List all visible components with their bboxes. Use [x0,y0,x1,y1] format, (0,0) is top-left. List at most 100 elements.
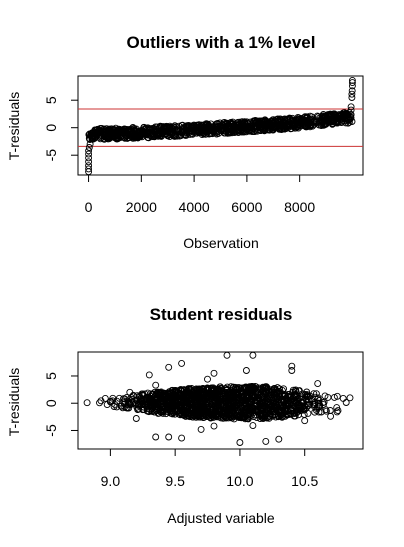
residual-point [295,114,303,122]
residual-point [133,392,141,400]
residual-point [181,407,189,415]
residual-point [170,391,178,399]
residual-point [169,387,177,395]
residual-point [85,131,93,139]
outlier-point [132,415,140,422]
residual-point [193,124,201,132]
residual-point [223,383,231,391]
residual-point [261,116,269,124]
outlier-point [85,150,93,158]
residual-point [294,124,302,132]
outlier-point [301,417,309,425]
residual-point [215,397,223,405]
residual-point [234,409,242,417]
outlier-point [327,412,335,420]
residual-point [204,386,211,394]
residual-point [263,405,271,413]
residual-point [311,408,319,416]
residual-point [139,403,147,411]
residual-point [172,386,180,394]
residual-point [183,400,191,407]
residual-point [198,392,205,400]
residual-point [142,131,150,139]
outlier-point [348,79,356,87]
y-tick-label: -5 [43,149,59,162]
residual-point [326,407,334,414]
residual-point [310,390,318,398]
outlier-point [348,94,356,101]
residual-point [303,122,311,130]
residual-point [234,398,241,406]
y-tick-label: 0 [43,124,59,132]
residual-point [159,130,167,138]
residual-point [172,404,180,412]
residual-point [342,111,350,119]
outlier-point [85,162,93,170]
residual-point [157,388,165,396]
residual-point [290,402,298,410]
residual-point [304,396,312,403]
outlier-point [348,90,356,98]
residual-point [174,396,182,404]
y-tick-label: 5 [43,96,59,104]
residual-point [270,385,278,393]
residual-point [317,408,325,416]
outlier-point [346,394,354,402]
residual-point [148,406,156,414]
residual-point [105,133,112,141]
residual-point [182,125,190,133]
residual-point [180,390,188,398]
residual-point [259,410,267,418]
residual-point [150,132,158,140]
outlier-point [85,144,93,151]
residual-point [127,128,135,136]
residual-point [319,114,327,122]
residual-point [276,393,284,400]
outlier-point [145,371,153,379]
residual-point [276,115,284,123]
outlier-point [204,375,211,383]
residual-point [222,398,230,406]
residual-point [209,128,217,136]
residual-point [107,132,114,140]
residual-point [195,413,203,421]
residual-point [244,392,252,400]
outlier-point [106,398,114,406]
outlier-point [126,388,134,396]
residual-point [265,403,273,411]
residual-point [132,133,140,141]
outlier-point [85,165,93,173]
outliers-chart: Outliers with a 1% level 0 2000 4000 6000 80… [6,33,364,251]
residual-point [165,404,172,411]
residual-point [312,118,320,126]
outlier-point [197,425,205,433]
residual-point [214,401,222,409]
residual-point [173,407,181,415]
residual-point [324,111,332,119]
residual-point [192,408,200,416]
x-tick-label: 9.5 [165,473,185,489]
outlier-point [347,103,355,111]
x-tick-label: 0 [85,199,93,215]
residual-point [144,393,152,401]
x-tick-label: 4000 [179,199,210,215]
student-plot-frame [77,351,364,450]
outlier-point [85,154,93,162]
outlier-point [333,408,341,416]
residual-point [298,393,306,401]
residual-point [197,405,205,412]
residual-point [206,405,214,413]
outlier-point [348,87,356,95]
residual-point [126,400,134,408]
residual-point [153,123,161,131]
residual-point [238,410,246,418]
student-residuals-chart: Student residuals 9.0 9.5 10.0 10.5 -5 0 5 Ad… [6,305,364,526]
residual-point [135,128,143,136]
residual-point [309,400,317,408]
residual-point [301,122,309,130]
x-tick-label: 9.0 [101,473,121,489]
residual-point [287,120,295,128]
residual-point [315,408,323,416]
residual-point [248,384,256,392]
